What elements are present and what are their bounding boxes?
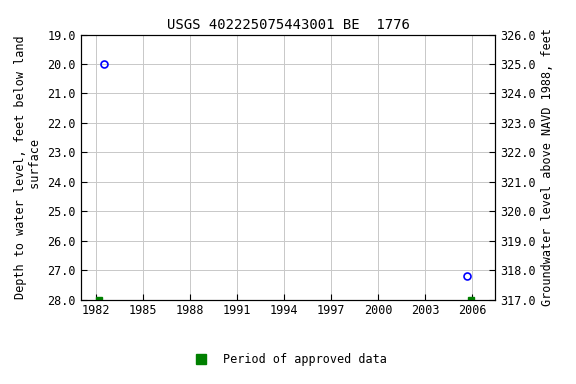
Legend: Period of approved data: Period of approved data bbox=[185, 348, 391, 371]
Y-axis label: Depth to water level, feet below land
 surface: Depth to water level, feet below land su… bbox=[14, 35, 41, 299]
Title: USGS 402225075443001 BE  1776: USGS 402225075443001 BE 1776 bbox=[166, 18, 410, 32]
Y-axis label: Groundwater level above NAVD 1988, feet: Groundwater level above NAVD 1988, feet bbox=[541, 28, 555, 306]
